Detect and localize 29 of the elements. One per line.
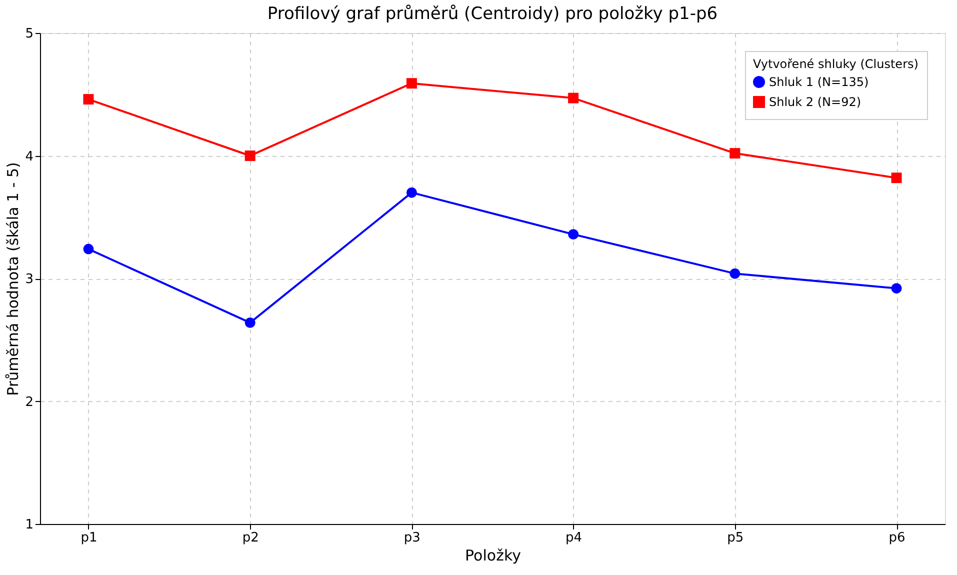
x-tick-label: p5 bbox=[727, 530, 744, 546]
y-axis-title: Průměrná hodnota (škála 1 - 5) bbox=[4, 162, 22, 396]
point bbox=[83, 94, 94, 105]
x-tick-label: p1 bbox=[80, 530, 98, 546]
y-tick-label: 3 bbox=[25, 272, 34, 287]
x-tick-label: p3 bbox=[404, 530, 420, 546]
x-tick-label: p4 bbox=[566, 530, 582, 546]
point bbox=[244, 317, 256, 328]
chart-title: Profilový graf průměrů (Centroidy) pro položky p1-p6 bbox=[267, 4, 718, 24]
legend-title: Vytvořené shluky (Clusters) bbox=[753, 57, 918, 71]
y-tick-label: 4 bbox=[25, 149, 34, 164]
point bbox=[730, 148, 740, 159]
y-tick-label: 2 bbox=[25, 394, 34, 410]
legend-label: Shluk 1 (N=135) bbox=[769, 75, 869, 89]
point bbox=[891, 283, 902, 294]
point bbox=[891, 172, 902, 184]
point bbox=[730, 268, 740, 279]
point bbox=[568, 92, 579, 104]
x-tick-label: p6 bbox=[888, 530, 906, 546]
point bbox=[406, 78, 417, 89]
x-axis-title: Položky bbox=[465, 546, 522, 564]
legend-label: Shluk 2 (N=92) bbox=[769, 95, 862, 109]
point bbox=[406, 187, 417, 198]
x-tick-label: p2 bbox=[242, 530, 259, 546]
y-tick-label: 1 bbox=[25, 518, 34, 532]
y-tick-label: 5 bbox=[25, 26, 34, 42]
point bbox=[568, 229, 579, 240]
point bbox=[83, 244, 94, 254]
point bbox=[244, 150, 256, 161]
